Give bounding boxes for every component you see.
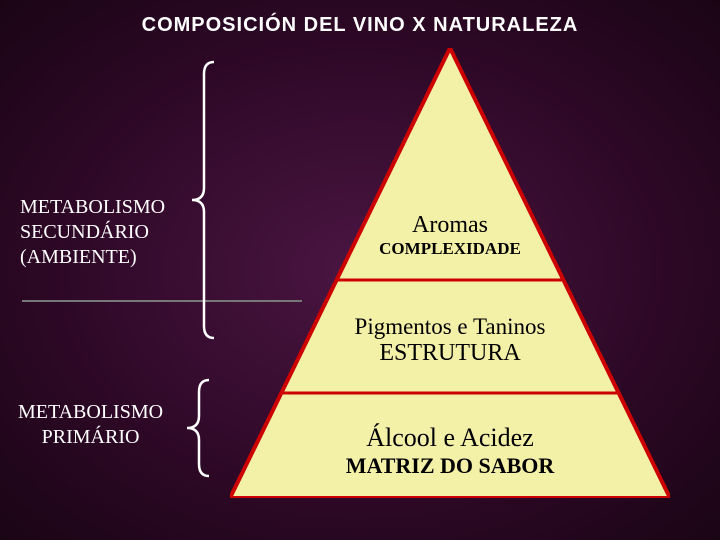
label-primary-metabolism: METABOLISMO PRIMÁRIO <box>18 400 163 450</box>
label-secondary-line2: SECUNDÁRIO <box>20 220 165 245</box>
label-primary-line2: PRIMÁRIO <box>18 425 163 450</box>
pyramid-svg <box>230 48 670 498</box>
label-secondary-line1: METABOLISMO <box>20 195 165 220</box>
label-primary-line1: METABOLISMO <box>18 400 163 425</box>
pyramid-diagram: AromasCOMPLEXIDADEPigmentos e TaninosEST… <box>230 48 670 498</box>
label-secondary-line3: (AMBIENTE) <box>20 245 165 270</box>
label-secondary-metabolism: METABOLISMO SECUNDÁRIO (AMBIENTE) <box>20 195 165 270</box>
bracket-primary <box>185 378 209 478</box>
page-title: COMPOSICIÓN DEL VINO X NATURALEZA <box>0 14 720 37</box>
bracket-secondary <box>190 60 214 340</box>
